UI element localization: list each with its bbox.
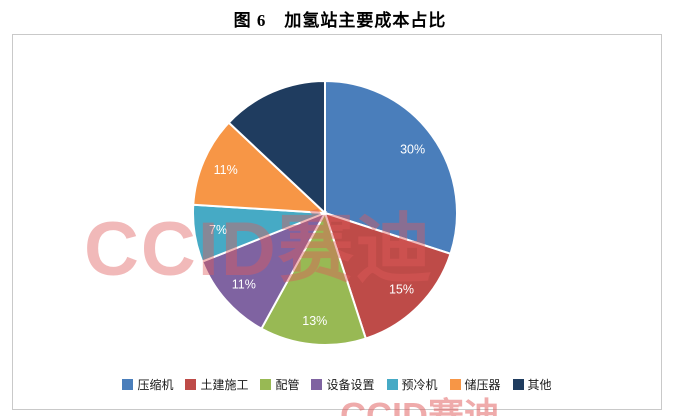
legend-swatch bbox=[185, 379, 197, 390]
legend-label: 设备设置 bbox=[326, 378, 375, 392]
legend-item-7: 其他 bbox=[512, 376, 552, 393]
legend-swatch bbox=[449, 379, 461, 390]
legend-swatch bbox=[122, 379, 134, 390]
legend-item-5: 预冷机 bbox=[386, 376, 438, 393]
chart-area: 30% 15% 13% 11% 7% 11% 压缩机 土建施工 配管 设备设置 预冷机 储压器 其他 bbox=[12, 34, 662, 410]
legend-swatch bbox=[260, 379, 272, 390]
pie-slice-label: 7% bbox=[209, 223, 227, 237]
pie-slice-4 bbox=[200, 211, 328, 331]
pie-slice-6 bbox=[192, 121, 328, 215]
legend-label: 配管 bbox=[275, 378, 300, 392]
legend-label: 储压器 bbox=[464, 378, 501, 392]
pie-slice-label: 15% bbox=[389, 283, 414, 297]
pie-slice-label: 13% bbox=[302, 314, 327, 328]
legend-label: 预冷机 bbox=[401, 378, 438, 392]
legend-item-1: 压缩机 bbox=[122, 376, 173, 393]
pie-slice-label: 11% bbox=[232, 278, 256, 292]
pie-slice-7 bbox=[227, 79, 326, 216]
legend-label: 其他 bbox=[527, 378, 552, 392]
legend-label: 压缩机 bbox=[137, 378, 174, 392]
legend-item-3: 配管 bbox=[260, 376, 299, 393]
pie-slice-1 bbox=[324, 79, 458, 256]
legend-item-4: 设备设置 bbox=[311, 376, 375, 393]
legend-label: 土建施工 bbox=[200, 378, 249, 392]
pie-slice-label: 30% bbox=[400, 142, 425, 156]
pie-slice-3 bbox=[260, 210, 368, 346]
legend-swatch bbox=[512, 379, 524, 390]
pie-slice-label: 11% bbox=[214, 163, 238, 177]
legend-swatch bbox=[386, 379, 398, 390]
legend-swatch bbox=[311, 379, 323, 390]
legend-item-2: 土建施工 bbox=[185, 376, 248, 393]
chart-title: 图 6 加氢站主要成本占比 bbox=[233, 11, 447, 30]
legend-item-6: 储压器 bbox=[449, 376, 501, 393]
pie-chart: 30% 15% 13% 11% 7% 11% bbox=[192, 79, 458, 346]
chart-legend: 压缩机 土建施工 配管 设备设置 预冷机 储压器 其他 bbox=[13, 376, 661, 393]
